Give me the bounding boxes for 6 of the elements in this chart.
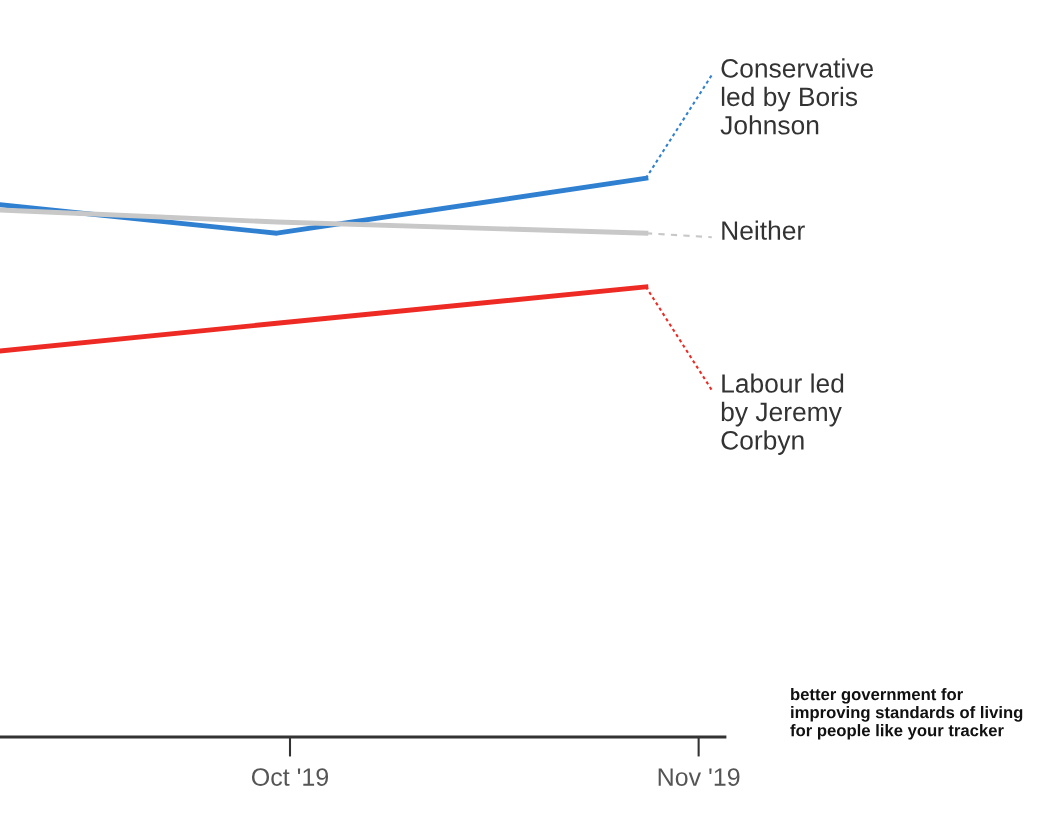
x-tick-label: Oct '19 xyxy=(251,768,329,786)
text: better government for improving standards of living for people like your tracker xyxy=(790,688,1023,740)
series-label: Neither xyxy=(722,220,805,240)
x-tick-label: Nov '19 xyxy=(658,768,740,786)
series-label: Labour led by Jeremy Corbyn xyxy=(721,373,844,455)
series-label: Conservative led by Boris Johnson xyxy=(720,58,873,135)
